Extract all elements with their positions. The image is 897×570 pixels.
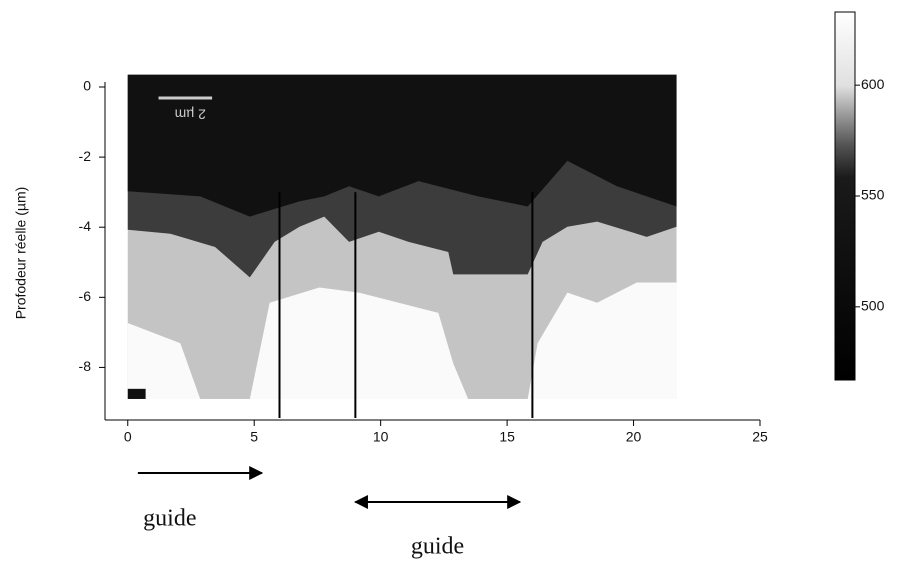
scale-label: 2 µm [175,106,206,122]
map-region [127,322,201,399]
x-tick-label: 5 [250,429,258,445]
colorbar [834,11,856,381]
colorbar-tick-label: 500 [861,298,885,314]
map-region [249,287,469,399]
colorbar-tick-label: 600 [861,76,885,92]
y-tick-label: -2 [79,148,92,164]
map-region [127,388,146,399]
y-tick-label: -4 [79,218,92,234]
map-region [527,282,677,399]
y-tick-label: -6 [79,288,92,304]
map-region [127,74,677,217]
guide-label: guide [143,506,196,532]
y-tick-label: 0 [83,78,91,94]
y-axis-label: Profodeur réelle (µm) [13,187,29,320]
x-tick-label: 25 [752,429,768,445]
x-tick-label: 10 [373,429,389,445]
x-tick-label: 20 [626,429,642,445]
colorbar-tick-label: 550 [861,187,885,203]
guide-label: guide [411,534,464,560]
y-tick-label: -8 [79,358,92,374]
x-tick-label: 15 [499,429,515,445]
depth-map: 2 µm [127,74,677,399]
x-tick-label: 0 [124,429,132,445]
